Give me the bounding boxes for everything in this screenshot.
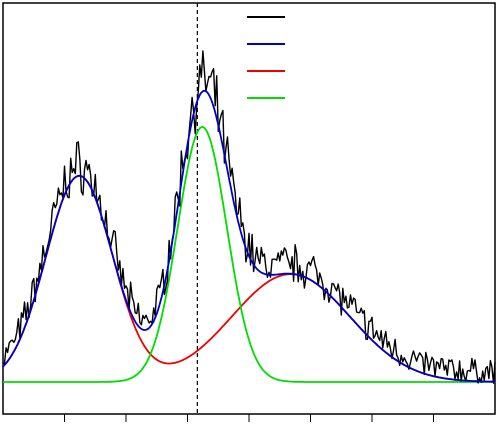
plot-lines: [2, 3, 496, 414]
series-line-envelope: [2, 89, 495, 383]
plot-frame: [2, 2, 496, 415]
series-line-data: [2, 50, 496, 384]
series-line-peak-red: [2, 174, 495, 383]
series-line-peak-green: [3, 126, 495, 383]
x-axis-ticks: [64, 414, 434, 422]
legend: [247, 16, 285, 99]
